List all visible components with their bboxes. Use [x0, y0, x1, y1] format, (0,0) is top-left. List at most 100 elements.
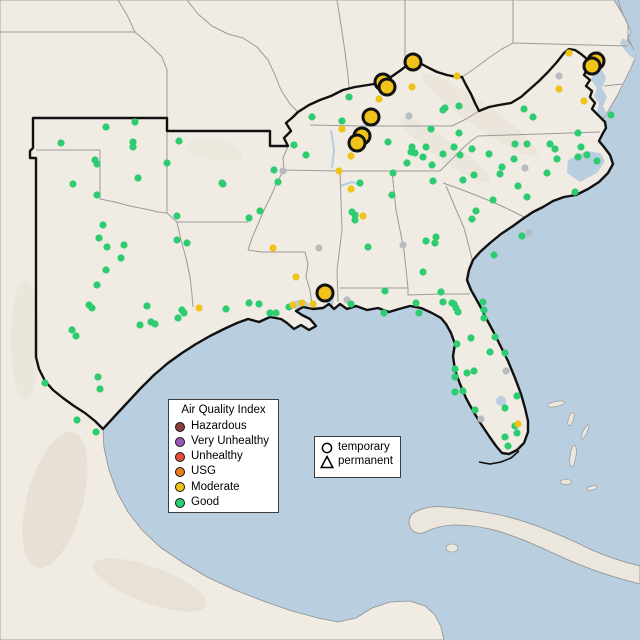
station-dot-good — [472, 207, 480, 215]
station-dot-good — [96, 385, 104, 393]
station-dot-good — [468, 145, 476, 153]
station-dot-good — [93, 191, 101, 199]
station-dot-moderate — [347, 185, 355, 193]
station-dot-good — [504, 442, 512, 450]
islands-bahamas — [445, 400, 598, 553]
station-dot-good — [88, 304, 96, 312]
station-dot-moderate — [292, 273, 300, 281]
station-dot-moderate — [555, 85, 563, 93]
aqi-legend-items: Hazardous Very Unhealthy Unhealthy USG Moder… — [175, 419, 272, 510]
station-dot-moderate — [580, 97, 588, 105]
state-borders — [0, 0, 633, 308]
station-dot-good — [266, 309, 274, 317]
station-dot-good — [467, 334, 475, 342]
marker-legend-label: temporary — [338, 441, 390, 454]
aqi-legend: Air Quality Index Hazardous Very Unhealth… — [168, 399, 279, 513]
station-dot-good — [180, 309, 188, 317]
station-dot-good — [364, 243, 372, 251]
station-dot-good — [428, 161, 436, 169]
station-dot-no-data — [399, 241, 407, 249]
station-dot-good — [431, 239, 439, 247]
station-dot-good — [574, 153, 582, 161]
station-dot-good — [351, 216, 359, 224]
station-dot-good — [219, 180, 227, 188]
station-dot-good — [511, 140, 519, 148]
station-dot-good — [514, 182, 522, 190]
station-dot-good — [129, 138, 137, 146]
station-dot-good — [459, 387, 467, 395]
aqi-legend-label: Unhealthy — [191, 450, 243, 463]
station-dot-good — [290, 141, 298, 149]
aqi-swatch-icon — [175, 436, 185, 447]
station-dot-good — [384, 138, 392, 146]
station-dot-good — [308, 113, 316, 121]
terrain-shading — [11, 73, 538, 612]
station-dot-good — [245, 214, 253, 222]
station-dot-good — [72, 332, 80, 340]
station-dot-moderate — [408, 83, 416, 91]
station-dot-good — [454, 308, 462, 316]
station-dot-good — [419, 268, 427, 276]
station-dot-good — [471, 406, 479, 414]
station-dot-good — [403, 159, 411, 167]
station-dot-good — [389, 169, 397, 177]
station-dot-good — [411, 149, 419, 157]
station-dot-good — [129, 143, 137, 151]
station-dot-moderate — [453, 72, 461, 80]
station-dot-good — [451, 365, 459, 373]
station-dot-no-data — [502, 367, 510, 375]
station-dot-no-data — [315, 244, 323, 252]
station-dot-good — [102, 266, 110, 274]
station-dot-moderate — [338, 125, 346, 133]
station-dot-moderate — [359, 212, 367, 220]
station-dot-good — [136, 321, 144, 329]
station-dot-good — [450, 143, 458, 151]
station-dot-good — [151, 320, 159, 328]
station-dot-good — [577, 143, 585, 151]
station-dot-good — [496, 170, 504, 178]
station-dot-good — [607, 111, 615, 119]
aqi-swatch-icon — [175, 421, 185, 432]
station-dot-good — [422, 143, 430, 151]
station-dot-good — [92, 428, 100, 436]
station-dot-good — [380, 309, 388, 317]
station-dot-good — [439, 298, 447, 306]
station-dot-good — [173, 236, 181, 244]
station-dot-good — [571, 188, 579, 196]
station-dot-good — [412, 299, 420, 307]
station-dot-good — [117, 254, 125, 262]
aqi-legend-item-hazardous: Hazardous — [175, 419, 272, 434]
station-dot-good — [456, 151, 464, 159]
aqi-swatch-icon — [175, 467, 185, 478]
station-dot-good — [99, 221, 107, 229]
marker-type-legend: temporary permanent — [314, 436, 401, 478]
station-dot-moderate — [335, 167, 343, 175]
station-dot-good — [501, 404, 509, 412]
station-dot-good — [347, 300, 355, 308]
station-dot-good — [520, 105, 528, 113]
station-dot-good — [272, 309, 280, 317]
aqi-legend-label: USG — [191, 465, 216, 478]
open-triangle-icon — [320, 455, 334, 469]
station-dot-good — [245, 299, 253, 307]
station-dot-good — [274, 178, 282, 186]
station-marker-temporary-moderate — [582, 56, 602, 76]
station-dot-moderate — [347, 152, 355, 160]
station-dot-good — [163, 159, 171, 167]
station-dot-good — [134, 174, 142, 182]
station-dot-good — [448, 299, 456, 307]
station-dot-good — [131, 118, 139, 126]
station-dot-good — [120, 241, 128, 249]
station-dot-good — [463, 369, 471, 377]
station-dot-good — [523, 140, 531, 148]
station-dot-good — [470, 171, 478, 179]
station-dot-good — [429, 177, 437, 185]
aqi-legend-item-very-unhealthy: Very Unhealthy — [175, 434, 272, 449]
open-circle-icon — [321, 442, 333, 454]
station-dot-good — [222, 305, 230, 313]
station-dot-good — [490, 251, 498, 259]
aqi-legend-item-good: Good — [175, 495, 272, 510]
station-dot-good — [356, 179, 364, 187]
florida-keys — [478, 450, 520, 465]
